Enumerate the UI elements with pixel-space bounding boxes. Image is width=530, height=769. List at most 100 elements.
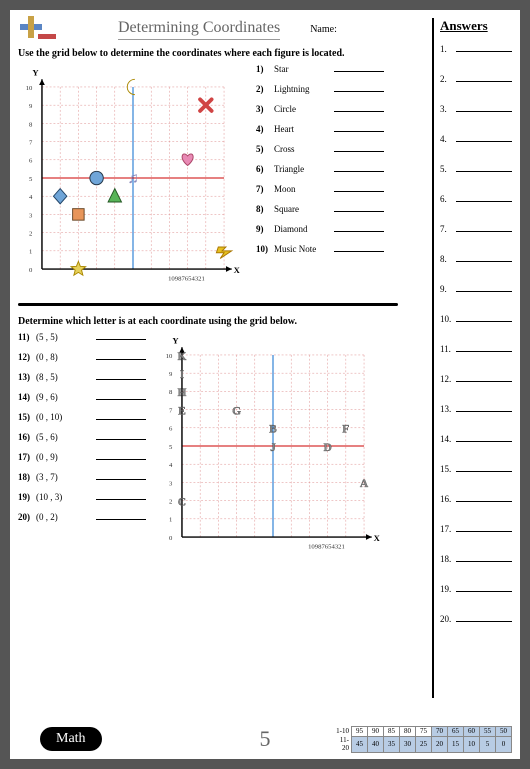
question-label: Diamond — [274, 224, 334, 234]
question-row: 8)Square — [256, 203, 430, 214]
question-blank[interactable] — [334, 143, 384, 152]
answer-blank[interactable] — [456, 192, 512, 202]
svg-text:Y: Y — [32, 67, 39, 77]
answer-blank[interactable] — [456, 102, 512, 112]
question-blank[interactable] — [334, 103, 384, 112]
svg-text:0: 0 — [169, 535, 173, 542]
answer-blank[interactable] — [456, 432, 512, 442]
svg-text:G: G — [232, 405, 241, 417]
question-blank[interactable] — [334, 163, 384, 172]
question-row: 9)Diamond — [256, 223, 430, 234]
question-coord: (0 , 10) — [36, 412, 96, 422]
question-blank[interactable] — [96, 471, 146, 480]
question-row: 4)Heart — [256, 123, 430, 134]
answer-blank[interactable] — [456, 402, 512, 412]
answer-num: 12. — [440, 374, 456, 384]
question-blank[interactable] — [96, 351, 146, 360]
answer-blank[interactable] — [456, 282, 512, 292]
answer-num: 9. — [440, 284, 456, 294]
answer-num: 1. — [440, 44, 456, 54]
question-blank[interactable] — [334, 63, 384, 72]
svg-text:8: 8 — [169, 389, 173, 396]
question-blank[interactable] — [96, 451, 146, 460]
svg-text:2: 2 — [169, 499, 172, 506]
question-label: Lightning — [274, 84, 334, 94]
answer-blank[interactable] — [456, 252, 512, 262]
answer-blank[interactable] — [456, 342, 512, 352]
question-label: Star — [274, 64, 334, 74]
svg-text:1: 1 — [169, 517, 172, 524]
answer-blank[interactable] — [456, 462, 512, 472]
question-blank[interactable] — [96, 431, 146, 440]
question-row: 7)Moon — [256, 183, 430, 194]
answer-num: 4. — [440, 134, 456, 144]
svg-text:Y: Y — [172, 335, 179, 345]
question-blank[interactable] — [334, 83, 384, 92]
answer-blank[interactable] — [456, 552, 512, 562]
answer-num: 5. — [440, 164, 456, 174]
question-blank[interactable] — [334, 183, 384, 192]
answer-line: 7. — [440, 222, 512, 234]
svg-text:6: 6 — [169, 426, 173, 433]
question-blank[interactable] — [96, 391, 146, 400]
answer-num: 10. — [440, 314, 456, 324]
answer-blank[interactable] — [456, 162, 512, 172]
question-blank[interactable] — [96, 491, 146, 500]
question-number: 13) — [18, 372, 36, 382]
question-blank[interactable] — [334, 203, 384, 212]
question-number: 2) — [256, 84, 274, 94]
answer-num: 3. — [440, 104, 456, 114]
answer-blank[interactable] — [456, 612, 512, 622]
question-number: 20) — [18, 512, 36, 522]
svg-text:10987654321: 10987654321 — [168, 276, 205, 283]
question-row: 3)Circle — [256, 103, 430, 114]
svg-text:4: 4 — [29, 194, 33, 201]
question-row: 1)Star — [256, 63, 430, 74]
answer-blank[interactable] — [456, 582, 512, 592]
question-blank[interactable] — [334, 123, 384, 132]
answer-line: 19. — [440, 582, 512, 594]
question-row: 13)(8 , 5) — [18, 371, 148, 382]
answer-line: 1. — [440, 42, 512, 54]
answer-line: 17. — [440, 522, 512, 534]
answer-num: 11. — [440, 344, 456, 354]
svg-text:5: 5 — [169, 444, 173, 451]
question-number: 15) — [18, 412, 36, 422]
answer-num: 13. — [440, 404, 456, 414]
footer: Math 5 1-109590858075706560555011-204540… — [10, 727, 520, 751]
question-label: Moon — [274, 184, 334, 194]
answer-blank[interactable] — [456, 522, 512, 532]
answer-line: 3. — [440, 102, 512, 114]
answer-blank[interactable] — [456, 492, 512, 502]
answer-num: 18. — [440, 554, 456, 564]
svg-text:X: X — [374, 533, 381, 543]
question-blank[interactable] — [96, 331, 146, 340]
svg-text:J: J — [270, 442, 276, 454]
question-number: 4) — [256, 124, 274, 134]
question-number: 19) — [18, 492, 36, 502]
answer-blank[interactable] — [456, 312, 512, 322]
question-blank[interactable] — [96, 411, 146, 420]
question-blank[interactable] — [334, 243, 384, 252]
answer-line: 2. — [440, 72, 512, 84]
question-blank[interactable] — [96, 371, 146, 380]
answer-blank[interactable] — [456, 222, 512, 232]
shape-question-list: 1)Star2)Lightning3)Circle4)Heart5)Cross6… — [248, 63, 430, 293]
svg-text:K: K — [177, 351, 186, 363]
question-blank[interactable] — [334, 223, 384, 232]
answer-blank[interactable] — [456, 42, 512, 52]
divider — [18, 303, 398, 306]
question-number: 7) — [256, 184, 274, 194]
worksheet-page: Determining Coordinates Name: Answers 1.… — [10, 10, 520, 759]
svg-text:3: 3 — [169, 480, 173, 487]
question-blank[interactable] — [96, 511, 146, 520]
answer-blank[interactable] — [456, 372, 512, 382]
question-row: 12)(0 , 8) — [18, 351, 148, 362]
answer-blank[interactable] — [456, 132, 512, 142]
grid-1: 012345678910YX10987654321♫ — [18, 63, 248, 293]
svg-text:10: 10 — [26, 85, 33, 92]
answer-blank[interactable] — [456, 72, 512, 82]
svg-text:C: C — [178, 496, 186, 508]
svg-text:♫: ♫ — [127, 170, 139, 187]
svg-text:3: 3 — [29, 212, 33, 219]
